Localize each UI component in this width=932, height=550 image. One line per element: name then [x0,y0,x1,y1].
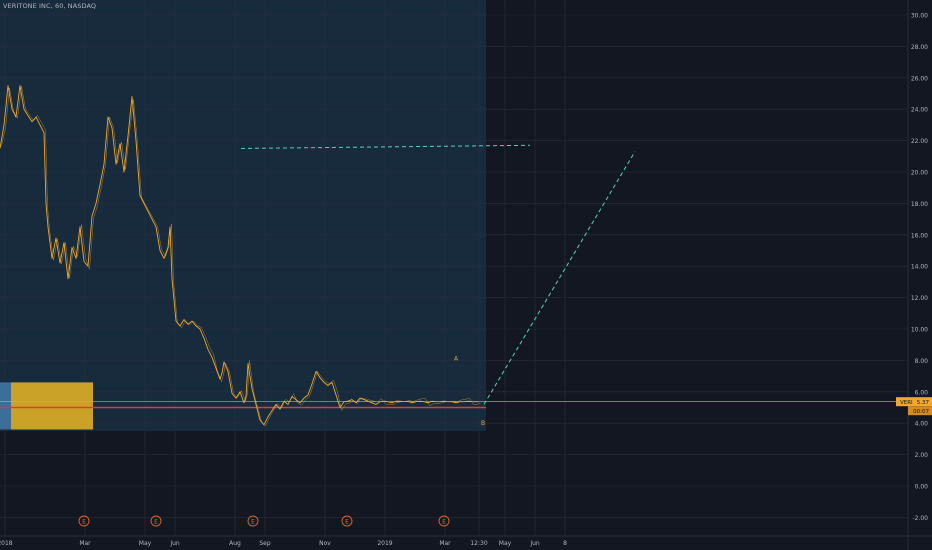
countdown-box [908,406,932,416]
x-tick-label: Mar [439,540,451,547]
earnings-circle [341,515,353,527]
x-tick-label: Jun [529,540,540,547]
target-dashed-line [240,144,531,149]
earnings-letter: E [345,519,349,526]
grid-lines [0,0,908,536]
x-tick-label: Jun [169,540,180,547]
earnings-marker: E [78,515,90,527]
y-tick-label: 14.00 [911,264,928,271]
y-tick-label: 16.00 [911,232,928,239]
earnings-marker: E [247,515,259,527]
y-tick-label: 12.00 [911,295,928,302]
highlight-region [0,0,486,431]
x-tick-label: Mar [79,540,91,547]
position-box [0,382,486,430]
price-tag-symbol: VERI [900,400,913,406]
y-tick-label: 4.00 [915,421,929,428]
x-tick-label: 2019 [377,540,392,547]
x-axis[interactable]: 2018 Mar May Jun Aug Sep Nov 2019 Mar 12:30 May Jun… [0,535,932,547]
y-tick-label: 6.00 [915,389,929,396]
box-blue-part [0,382,11,430]
label-a: A [454,355,459,362]
projection-dashed-line [483,151,636,405]
price-tag-value: 5.37 [917,400,930,406]
y-tick-label: 20.00 [911,170,928,177]
box-yellow-part [11,382,93,430]
y-tick-label: 30.00 [911,13,928,20]
chart-title: VERITONE INC, 60, NASDAQ [3,2,97,10]
earnings-letter: E [442,519,446,526]
price-line-noise [1,86,481,427]
earnings-letter: E [82,519,86,526]
price-line [0,85,479,426]
earnings-marker: E [341,515,353,527]
y-tick-label: 0.00 [915,484,929,491]
y-tick-label: 22.00 [911,138,928,145]
earnings-letter: E [251,519,255,526]
earnings-marker: E [150,515,162,527]
price-tag-box [896,397,932,407]
y-tick-label: 8.00 [915,358,929,365]
y-tick-label: 24.00 [911,107,928,114]
x-tick-label: May [139,540,152,547]
x-tick-label: Sep [259,540,271,547]
earnings-marker: E [438,515,450,527]
earnings-circle [438,515,450,527]
x-tick-label: 12:30 [470,540,487,547]
y-tick-label: 2.00 [915,452,929,459]
y-tick-label: 26.00 [911,75,928,82]
earnings-circle [150,515,162,527]
y-tick-label: 18.00 [911,201,928,208]
y-tick-label: -2.00 [912,515,928,522]
x-tick-label: Aug [229,540,241,547]
label-b: B [481,420,485,427]
x-tick-label: May [499,540,512,547]
series-line [0,85,481,427]
y-axis[interactable]: 30.00 28.00 26.00 24.00 22.00 20.00 18.00 16.00… [907,0,929,550]
price-tags: VERI 5.37 00:07 [896,397,932,416]
shade-lower [0,431,486,536]
y-tick-label: 28.00 [911,44,928,51]
x-tick-label: 8 [563,540,567,547]
earnings-circle [78,515,90,527]
earnings-circle [247,515,259,527]
y-tick-label: 10.00 [911,327,928,334]
countdown-text: 00:07 [913,409,929,415]
drawings: AB [0,144,908,427]
x-tick-label: Nov [319,540,331,547]
earnings-letter: E [154,519,158,526]
x-tick-label: 2018 [0,540,13,547]
